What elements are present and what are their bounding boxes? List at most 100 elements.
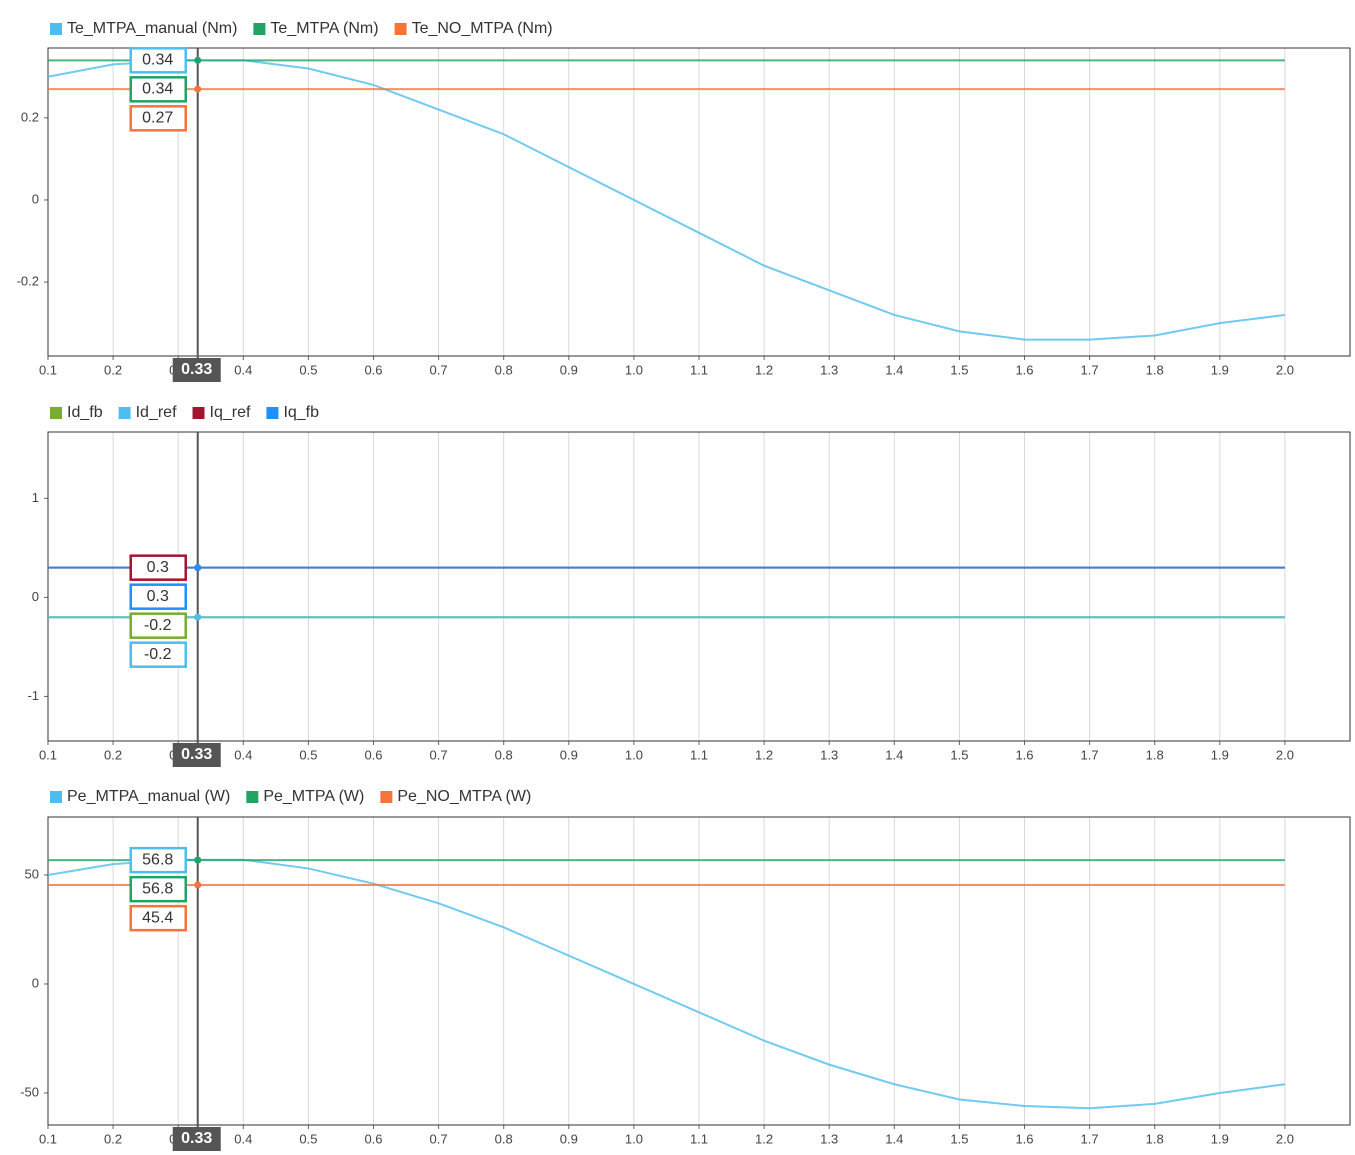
cursor-point <box>194 881 202 889</box>
x-tick-label: 0.8 <box>495 362 513 377</box>
legend-swatch <box>253 23 266 35</box>
readout-value: 56.8 <box>142 851 173 868</box>
readout-value: 0.34 <box>142 81 173 98</box>
y-tick-label: 0 <box>32 589 39 604</box>
x-tick-label: 1.9 <box>1211 747 1229 762</box>
x-tick-label: 1.4 <box>885 362 903 377</box>
x-tick-label: 2.0 <box>1276 1131 1294 1146</box>
x-tick-label: 0.5 <box>299 362 317 377</box>
readout-value: 0.3 <box>147 588 169 605</box>
x-tick-label: 0.6 <box>364 747 382 762</box>
x-tick-label: 1.6 <box>1015 747 1033 762</box>
x-tick-label: 0.2 <box>104 747 122 762</box>
x-tick-label: 1.0 <box>625 1131 643 1146</box>
x-tick-label: 1.0 <box>625 747 643 762</box>
x-tick-label: 2.0 <box>1276 747 1294 762</box>
legend-swatch <box>118 407 131 419</box>
x-tick-label: 1.2 <box>755 747 773 762</box>
y-tick-label: -0.2 <box>17 274 39 289</box>
readout-box <box>129 47 187 74</box>
x-tick-label: 1.5 <box>950 362 968 377</box>
legend-label: Te_MTPA_manual (Nm) <box>67 20 237 37</box>
x-tick-label: 0.1 <box>39 1131 57 1146</box>
series-line <box>47 858 1286 1110</box>
x-tick-label: 1.8 <box>1146 1131 1164 1146</box>
readout-box <box>129 76 187 103</box>
x-tick-label: 1.4 <box>885 1131 903 1146</box>
y-tick-label: 50 <box>25 866 39 881</box>
x-tick-label: 1.2 <box>755 362 773 377</box>
cursor-point <box>194 564 202 572</box>
legend-swatch <box>192 407 205 419</box>
x-tick-label: 0.9 <box>560 362 578 377</box>
x-tick-label: 1.3 <box>820 362 838 377</box>
legend-swatch <box>266 407 279 419</box>
readout-box <box>129 904 187 932</box>
cursor-point <box>194 56 202 64</box>
x-tick-label: 1.2 <box>755 1131 773 1146</box>
readout-box <box>129 612 187 639</box>
y-tick-label: 0 <box>32 191 39 206</box>
x-tick-label: 1.1 <box>690 747 708 762</box>
y-tick-label: -50 <box>20 1084 39 1099</box>
x-tick-label: 0.1 <box>39 747 57 762</box>
x-tick-label: 0.5 <box>299 747 317 762</box>
x-tick-label: 0.4 <box>234 1131 252 1146</box>
x-tick-label: 0.7 <box>430 362 448 377</box>
readout-box <box>129 846 187 874</box>
legend-swatch <box>246 791 259 803</box>
plot-frame <box>47 431 1351 742</box>
x-tick-label: 0.8 <box>495 1131 513 1146</box>
x-tick-label: 0.2 <box>104 1131 122 1146</box>
readout-box <box>129 641 187 668</box>
readout-value: 0.3 <box>147 559 169 576</box>
legend-label: Pe_MTPA_manual (W) <box>67 788 230 805</box>
x-tick-label: 0.1 <box>39 362 57 377</box>
series-line <box>47 59 1286 341</box>
x-tick-label: 0.2 <box>104 362 122 377</box>
x-tick-label: 1.6 <box>1015 362 1033 377</box>
x-tick-label: 0.6 <box>364 362 382 377</box>
x-tick-label: 1.7 <box>1081 747 1099 762</box>
cursor-point <box>194 613 202 621</box>
x-tick-label: 1.5 <box>950 1131 968 1146</box>
legend-swatch <box>50 791 62 803</box>
readout-box <box>129 105 187 132</box>
readout-box <box>129 554 187 581</box>
legend-label: Iq_ref <box>210 404 251 421</box>
cursor-label: 0.33 <box>181 746 212 763</box>
x-tick-label: 0.8 <box>495 747 513 762</box>
x-tick-label: 1.6 <box>1015 1131 1033 1146</box>
y-tick-label: -1 <box>27 688 39 703</box>
cursor-label-box <box>172 1127 221 1151</box>
x-tick-label: 1.4 <box>885 747 903 762</box>
readout-value: 56.8 <box>142 880 173 897</box>
y-tick-label: 0.2 <box>21 109 39 124</box>
x-tick-label: 1.8 <box>1146 747 1164 762</box>
readout-box <box>129 875 187 903</box>
y-tick-label: 0 <box>32 975 39 990</box>
x-tick-label: 0.7 <box>430 1131 448 1146</box>
legend-swatch <box>50 23 62 35</box>
x-tick-label: 0.5 <box>299 1131 317 1146</box>
x-tick-label: 1.3 <box>820 747 838 762</box>
x-tick-label: 0.6 <box>364 1131 382 1146</box>
legend-label: Pe_MTPA (W) <box>263 788 364 805</box>
readout-value: 45.4 <box>142 909 173 926</box>
cursor-label-box <box>172 743 221 767</box>
legend-label: Id_fb <box>67 404 103 421</box>
cursor-label-box <box>172 358 221 382</box>
legend-swatch <box>380 791 393 803</box>
legend-label: Pe_NO_MTPA (W) <box>397 788 531 805</box>
cursor-point <box>194 856 202 864</box>
readout-value: -0.2 <box>144 646 172 663</box>
x-tick-label: 1.1 <box>690 362 708 377</box>
legend-label: Te_NO_MTPA (Nm) <box>412 20 553 37</box>
plot-frame <box>47 47 1351 357</box>
x-tick-label: 1.9 <box>1211 1131 1229 1146</box>
x-tick-label: 2.0 <box>1276 362 1294 377</box>
x-tick-label: 0.9 <box>560 747 578 762</box>
x-tick-label: 1.8 <box>1146 362 1164 377</box>
y-tick-label: 1 <box>32 490 39 505</box>
